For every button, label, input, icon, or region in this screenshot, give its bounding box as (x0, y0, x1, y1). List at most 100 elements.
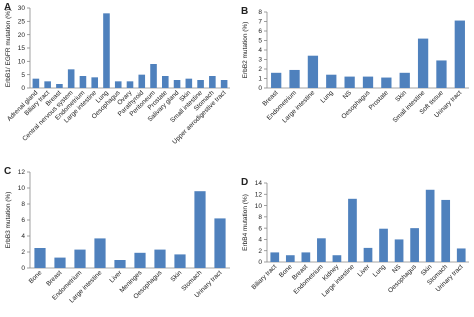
y-axis-title: ErbB3 mutation (%) (5, 192, 12, 249)
bar (185, 78, 193, 88)
y-tick-label: 30 (18, 5, 26, 12)
x-tick-label: Large intestine (281, 89, 316, 124)
x-tick-label: Liver (356, 263, 372, 279)
bar (441, 199, 451, 262)
y-tick-label: 10 (18, 185, 26, 192)
y-tick-label: 1 (258, 76, 262, 83)
y-tick-label: 3 (258, 57, 262, 64)
x-tick-label: Skin (394, 89, 408, 103)
x-tick-label: NS (391, 263, 403, 275)
bar (209, 76, 216, 88)
bar (270, 252, 280, 262)
y-tick-label: 0 (21, 85, 25, 92)
panel-label: A (4, 2, 11, 13)
bar (301, 252, 311, 262)
bar (348, 198, 357, 262)
panel-label: C (4, 166, 11, 177)
y-tick-label: 0 (258, 259, 262, 266)
bar (103, 13, 110, 88)
panel-label: B (241, 6, 248, 17)
bar (307, 55, 319, 88)
bar (174, 254, 186, 268)
x-tick-label: Liver (108, 269, 124, 285)
bar (436, 60, 447, 88)
y-tick-label: 12 (255, 191, 263, 198)
x-tick-label: Skin (170, 269, 184, 283)
bar (126, 81, 134, 88)
bar (34, 248, 46, 268)
bar (271, 72, 282, 88)
y-tick-label: 15 (18, 45, 26, 52)
y-tick-label: 8 (258, 214, 262, 221)
bar (399, 72, 410, 88)
y-tick-label: 14 (255, 180, 263, 187)
y-tick-label: 5 (21, 72, 25, 79)
panel-label: D (241, 177, 248, 188)
bar (344, 76, 355, 88)
bar (74, 249, 86, 268)
bar (173, 80, 181, 88)
bar (67, 69, 75, 88)
y-axis-title: ErbB4 mutation (%) (242, 194, 249, 251)
bar (162, 76, 169, 88)
x-tick-label: Breast (45, 269, 63, 287)
y-tick-label: 6 (21, 217, 25, 224)
bar (454, 20, 465, 88)
bar (44, 81, 51, 88)
bar (289, 69, 300, 88)
y-tick-label: 5 (258, 38, 262, 45)
y-tick-label: 10 (255, 203, 263, 210)
bar (32, 78, 40, 88)
y-tick-label: 4 (258, 47, 262, 54)
y-tick-label: 0 (21, 265, 25, 272)
bar (134, 252, 146, 268)
bar (194, 191, 206, 268)
y-tick-label: 20 (18, 32, 26, 39)
bar (394, 239, 404, 262)
x-tick-label: NS (342, 89, 354, 101)
bar (91, 77, 98, 88)
bar (379, 228, 388, 262)
bar (381, 77, 392, 88)
y-tick-label: 25 (18, 19, 26, 26)
bar (214, 218, 226, 268)
y-tick-label: 6 (258, 28, 262, 35)
y-tick-label: 4 (258, 237, 262, 244)
y-tick-label: 2 (258, 66, 262, 73)
bar (154, 249, 166, 268)
y-tick-label: 8 (258, 9, 262, 16)
bar (114, 81, 122, 88)
bar (150, 64, 157, 88)
bar (417, 38, 429, 88)
bar (138, 74, 146, 88)
y-tick-label: 8 (21, 201, 25, 208)
bar (285, 255, 295, 262)
bar (317, 238, 326, 262)
y-tick-label: 2 (258, 248, 262, 255)
bar (220, 80, 228, 88)
y-tick-label: 6 (258, 225, 262, 232)
x-tick-label: Lung (320, 89, 335, 104)
bar (332, 255, 342, 262)
bar (410, 228, 419, 262)
bar (425, 189, 435, 262)
y-tick-label: 0 (258, 85, 262, 92)
x-tick-label: Biliary tract (250, 263, 278, 291)
x-tick-label: Prostate (368, 89, 390, 111)
bar (197, 80, 204, 88)
y-axis-title: ErbB2 mutation (%) (242, 22, 249, 79)
y-axis-title: ErbB1/ EGFR mutation (%) (5, 9, 12, 87)
y-tick-label: 10 (18, 59, 26, 66)
bar (79, 76, 87, 88)
bar (456, 248, 466, 262)
x-tick-label: Bone (28, 269, 44, 285)
y-tick-label: 7 (258, 19, 262, 26)
y-tick-label: 4 (21, 233, 25, 240)
bar (94, 238, 106, 268)
y-tick-label: 12 (18, 169, 26, 176)
bar (326, 74, 337, 88)
bar (363, 247, 373, 262)
bar (56, 84, 63, 88)
